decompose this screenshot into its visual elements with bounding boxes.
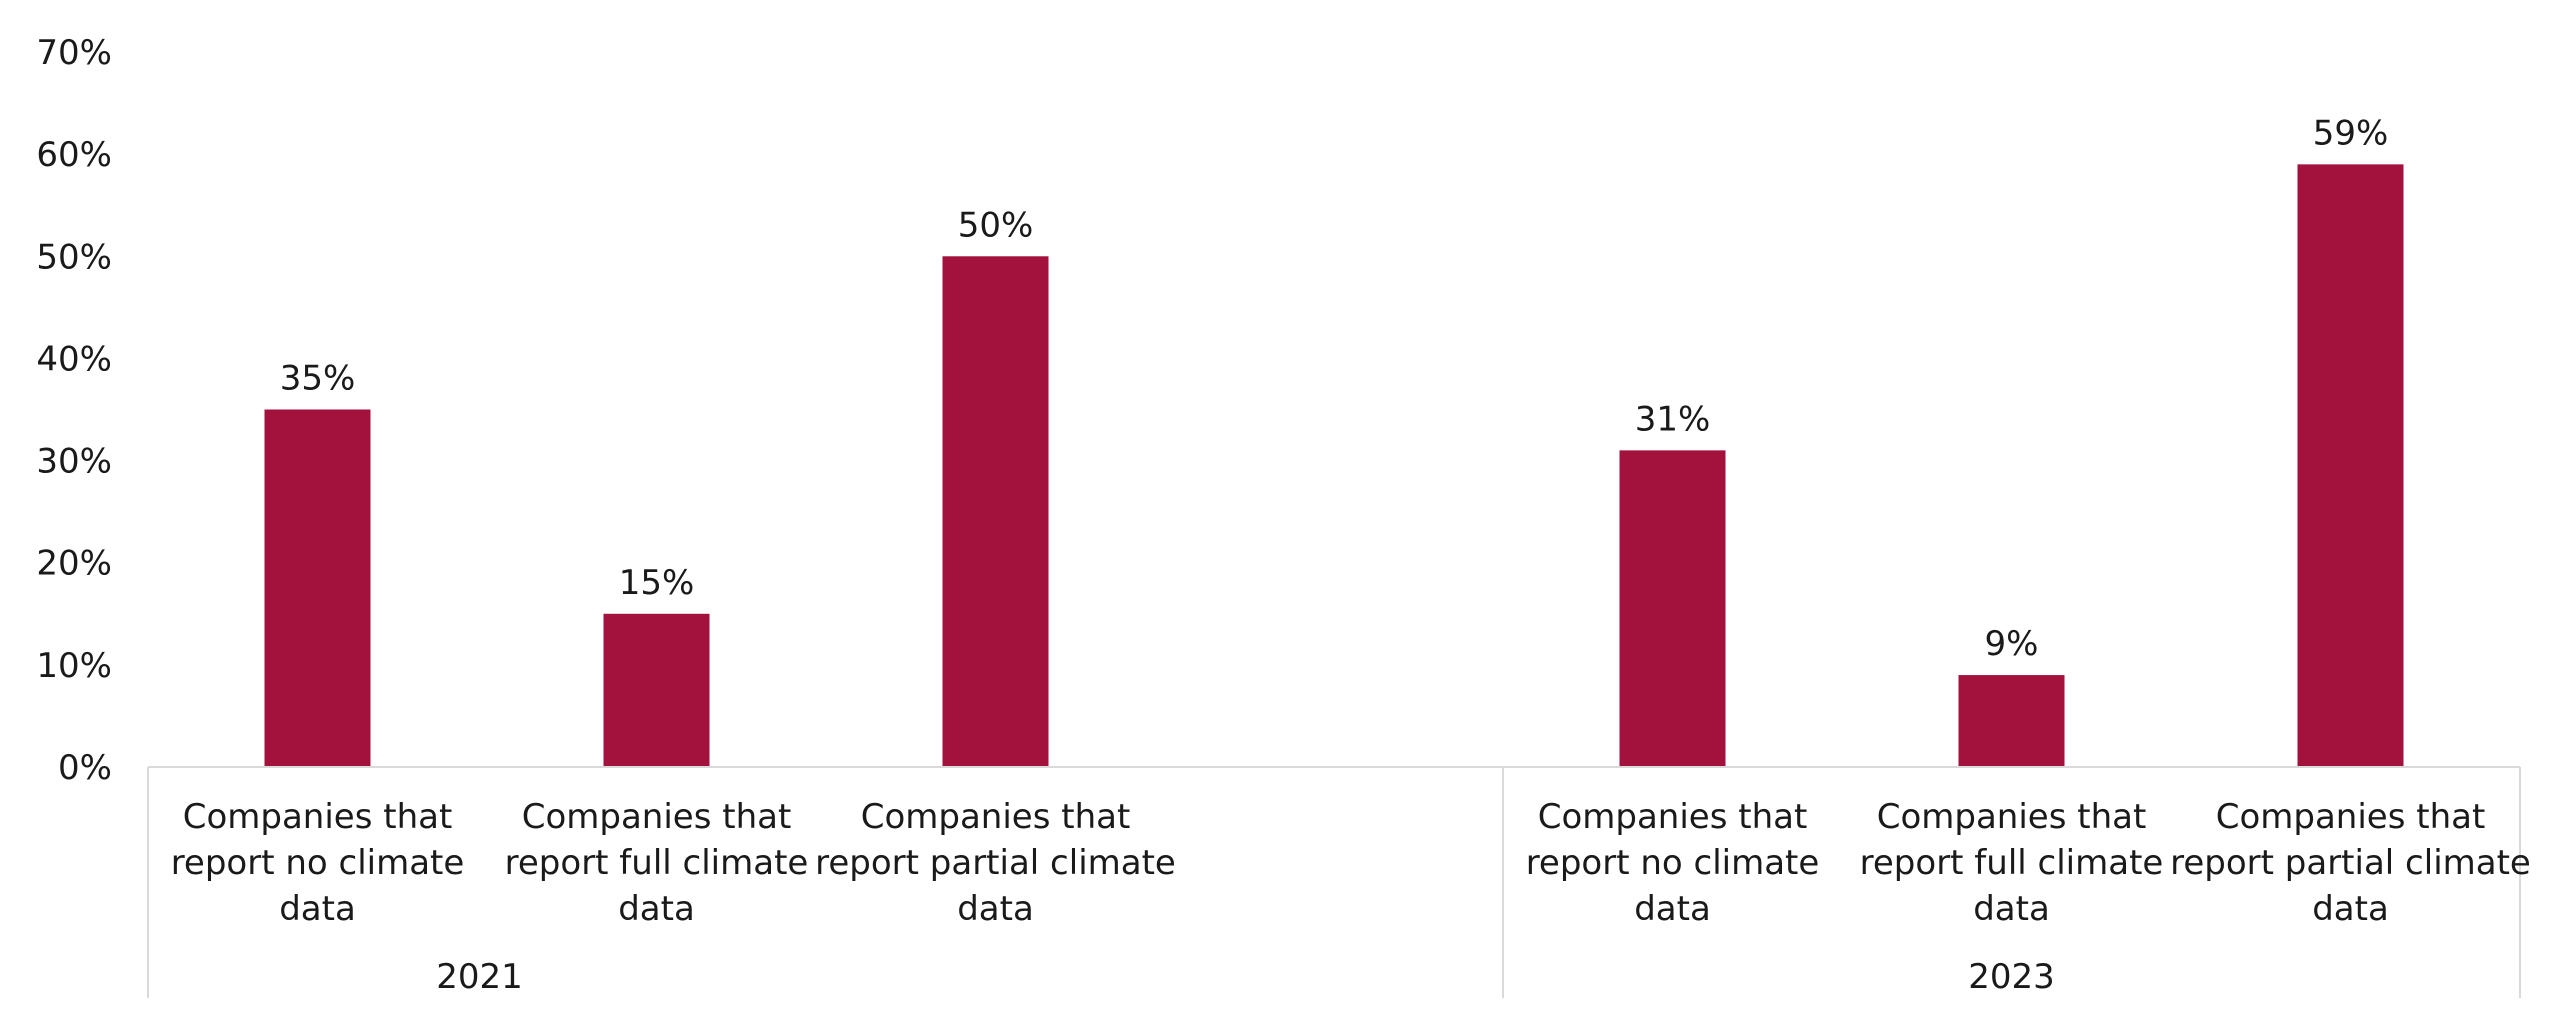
category-label: data <box>2312 889 2389 929</box>
y-tick-label: 40% <box>36 339 112 379</box>
category-label: Companies that <box>1538 797 1808 837</box>
x-axis: Companies that report no climate data Compa… <box>147 766 2531 998</box>
bar <box>2297 164 2404 767</box>
data-label: 9% <box>1985 624 2039 664</box>
bar <box>942 256 1049 767</box>
y-tick-label: 10% <box>36 646 112 686</box>
category-label: report full climate <box>1860 843 2164 883</box>
data-label: 59% <box>2313 113 2389 153</box>
category-label: report no climate <box>1526 843 1820 883</box>
y-tick-label: 20% <box>36 544 112 584</box>
group-label: 2023 <box>1968 957 2055 997</box>
category-label: data <box>618 889 695 929</box>
bar <box>603 613 710 767</box>
y-axis: 0% 10% 20% 30% 40% 50% 60% 70% <box>36 33 112 788</box>
y-tick-label: 30% <box>36 442 112 482</box>
data-label: 15% <box>619 563 695 603</box>
y-tick-label: 0% <box>58 748 112 788</box>
bar <box>264 409 371 767</box>
category-label: Companies that <box>1877 797 2147 837</box>
category-label: data <box>279 889 356 929</box>
y-tick-label: 50% <box>36 237 112 277</box>
category-label: data <box>957 889 1034 929</box>
category-label: Companies that <box>522 797 792 837</box>
y-tick-label: 60% <box>36 135 112 175</box>
category-label: Companies that <box>183 797 453 837</box>
category-label: report partial climate <box>2170 843 2531 883</box>
category-label: Companies that <box>2216 797 2486 837</box>
category-label: report partial climate <box>815 843 1176 883</box>
data-label: 50% <box>958 205 1034 245</box>
group-label: 2021 <box>436 957 523 997</box>
plot-area: 35% 15% 50% 31% 9% 59% <box>264 113 2404 767</box>
category-label: report full climate <box>505 843 809 883</box>
category-label: Companies that <box>861 797 1131 837</box>
bar <box>1619 450 1726 767</box>
data-label: 31% <box>1635 399 1711 439</box>
y-tick-label: 70% <box>36 33 112 73</box>
category-label: data <box>1973 889 2050 929</box>
category-label: report no climate <box>171 843 465 883</box>
category-label: data <box>1634 889 1711 929</box>
bar <box>1958 675 2065 767</box>
data-label: 35% <box>280 359 356 399</box>
